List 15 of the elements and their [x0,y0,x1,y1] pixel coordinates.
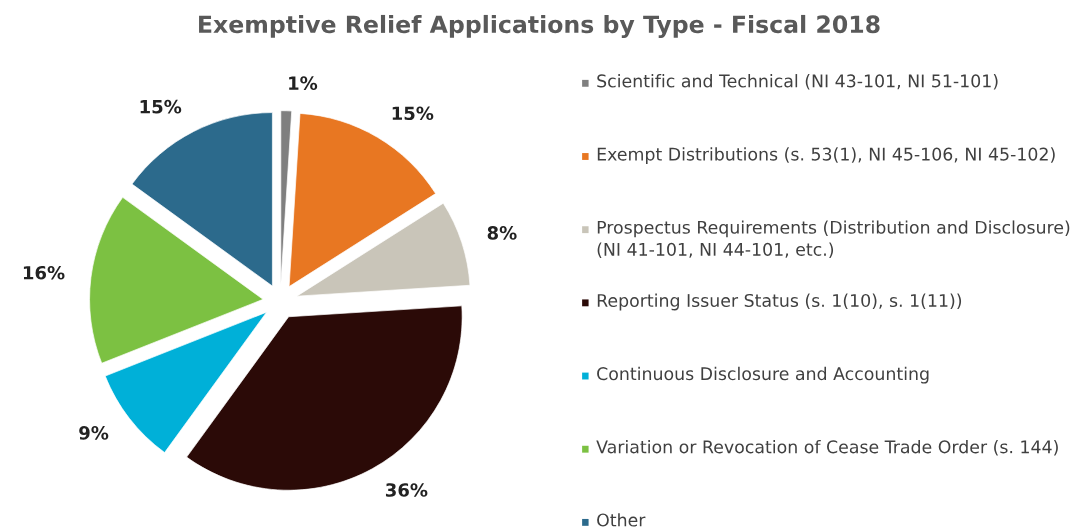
data-label: 1% [289,76,318,90]
legend-label: Prospectus Requirements (Distribution and Disclosure) (NI 41-101, NI 44-101, etc.) [597,220,1070,258]
legend-label: Exempt Distributions (s. 53(1), NI 45-106, NI 45-102) [597,147,1055,165]
data-label: 36% [385,483,428,497]
data-label: 8% [487,226,517,240]
legend-label: Scientific and Technical (NI 43-101, NI 51-101) [597,74,998,90]
legend-label: Continuous Disclosure and Accounting [597,366,929,384]
legend-label: Reporting Issuer Status (s. 1(10), s. 1(11)) [597,293,962,311]
chart-title: Exemptive Relief Applications by Type - Fiscal 2018 [199,14,880,38]
data-label: 9% [79,426,109,440]
data-label: 15% [140,99,182,114]
data-label: 16% [23,265,65,280]
legend-label: Variation or Revocation of Cease Trade Order (s. 144) [596,439,1058,456]
legend-label: Other [597,513,646,527]
data-label: 15% [392,106,434,121]
